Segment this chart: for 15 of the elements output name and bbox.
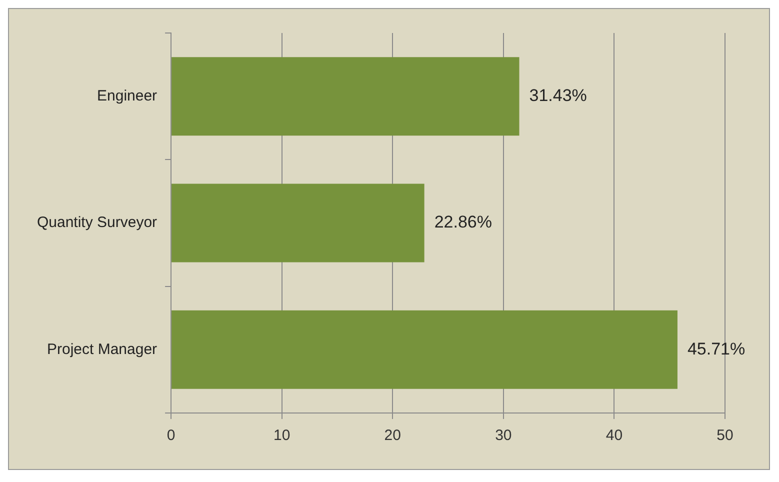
bar <box>172 184 424 262</box>
x-tick-label: 50 <box>716 427 734 444</box>
y-tick-label: Engineer <box>97 87 158 104</box>
x-tick-label: 40 <box>606 427 623 444</box>
bar <box>172 57 520 136</box>
y-tick-label: Quantity Surveyor <box>36 214 158 232</box>
data-label: 45.71% <box>687 339 746 358</box>
bar <box>172 310 678 389</box>
x-tick-label: 0 <box>166 427 176 444</box>
y-tick-label: Project Manager <box>46 340 158 358</box>
x-tick-label: 10 <box>273 427 290 444</box>
x-tick-label: 30 <box>495 427 512 444</box>
data-label: 22.86% <box>434 212 492 232</box>
data-label: 31.43% <box>529 86 587 106</box>
x-tick-label: 20 <box>384 427 401 444</box>
